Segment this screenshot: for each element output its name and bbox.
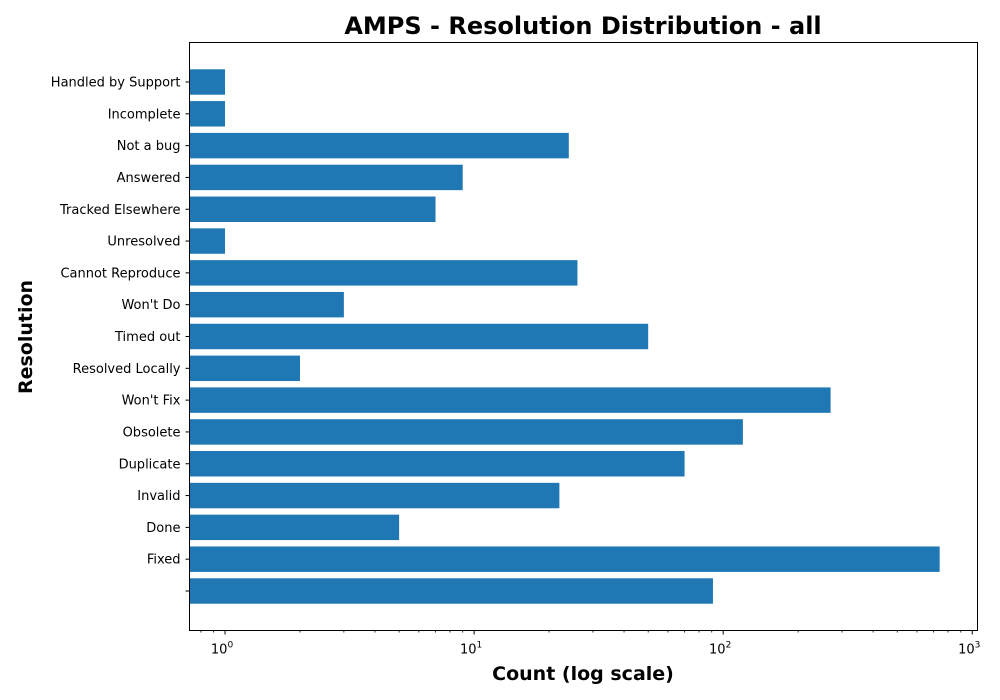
y-axis-label: Resolution xyxy=(15,280,37,394)
bar-duplicate xyxy=(189,451,685,477)
y-tick-label-fixed: Fixed xyxy=(147,553,181,568)
y-tick-label-invalid: Invalid xyxy=(137,489,180,504)
y-tick-label-answered: Answered xyxy=(117,171,181,186)
y-tick-label-timed-out: Timed out xyxy=(114,330,181,345)
x-tick-label: 100 xyxy=(211,641,234,658)
y-tick-label-incomplete: Incomplete xyxy=(108,107,181,122)
y-tick-label-handled-by-support: Handled by Support xyxy=(51,76,181,91)
bar-obsolete xyxy=(189,419,743,445)
bar-won-t-do xyxy=(189,291,344,318)
bar-done xyxy=(189,514,400,541)
plot-frame xyxy=(189,42,978,631)
bar-incomplete xyxy=(189,101,226,127)
y-tick-label-unresolved: Unresolved xyxy=(107,235,180,250)
bar-cannot-reproduce xyxy=(189,260,578,286)
x-axis-label: Count (log scale) xyxy=(492,663,674,685)
bar-unresolved xyxy=(189,228,226,254)
bar-answered xyxy=(189,164,463,191)
bar-not-a-bug xyxy=(189,132,569,159)
bar-won-t-fix xyxy=(189,387,831,413)
bar-invalid xyxy=(189,482,560,509)
x-tick-label: 102 xyxy=(709,641,731,658)
y-tick-label-tracked-elsewhere: Tracked Elsewhere xyxy=(59,203,180,218)
x-axis-ticks: 100 101 102 103 xyxy=(200,630,980,658)
bar-handled-by-support xyxy=(189,69,226,95)
bar-tracked-elsewhere xyxy=(189,196,436,222)
y-tick-label-not-a-bug: Not a bug xyxy=(117,139,181,154)
x-tick-label: 101 xyxy=(460,641,482,658)
bars-layer xyxy=(189,69,940,604)
y-tick-label-resolved-locally: Resolved Locally xyxy=(73,362,181,377)
y-tick-label-won-t-do: Won't Do xyxy=(121,298,180,313)
y-tick-label-obsolete: Obsolete xyxy=(123,425,181,440)
bar-blank xyxy=(189,578,713,604)
y-tick-label-done: Done xyxy=(146,521,180,536)
bar-resolved-locally xyxy=(189,355,301,382)
bar-fixed xyxy=(189,546,940,572)
y-tick-label-cannot-reproduce: Cannot Reproduce xyxy=(60,266,180,281)
y-tick-label-won-t-fix: Won't Fix xyxy=(122,394,181,409)
chart-title: AMPS - Resolution Distribution - all xyxy=(344,12,821,40)
bar-timed-out xyxy=(189,323,649,350)
x-tick-label: 103 xyxy=(958,641,980,658)
y-axis-ticks: Handled by Support Incomplete Not a bug Ans… xyxy=(51,76,190,592)
y-tick-label-duplicate: Duplicate xyxy=(119,457,181,472)
